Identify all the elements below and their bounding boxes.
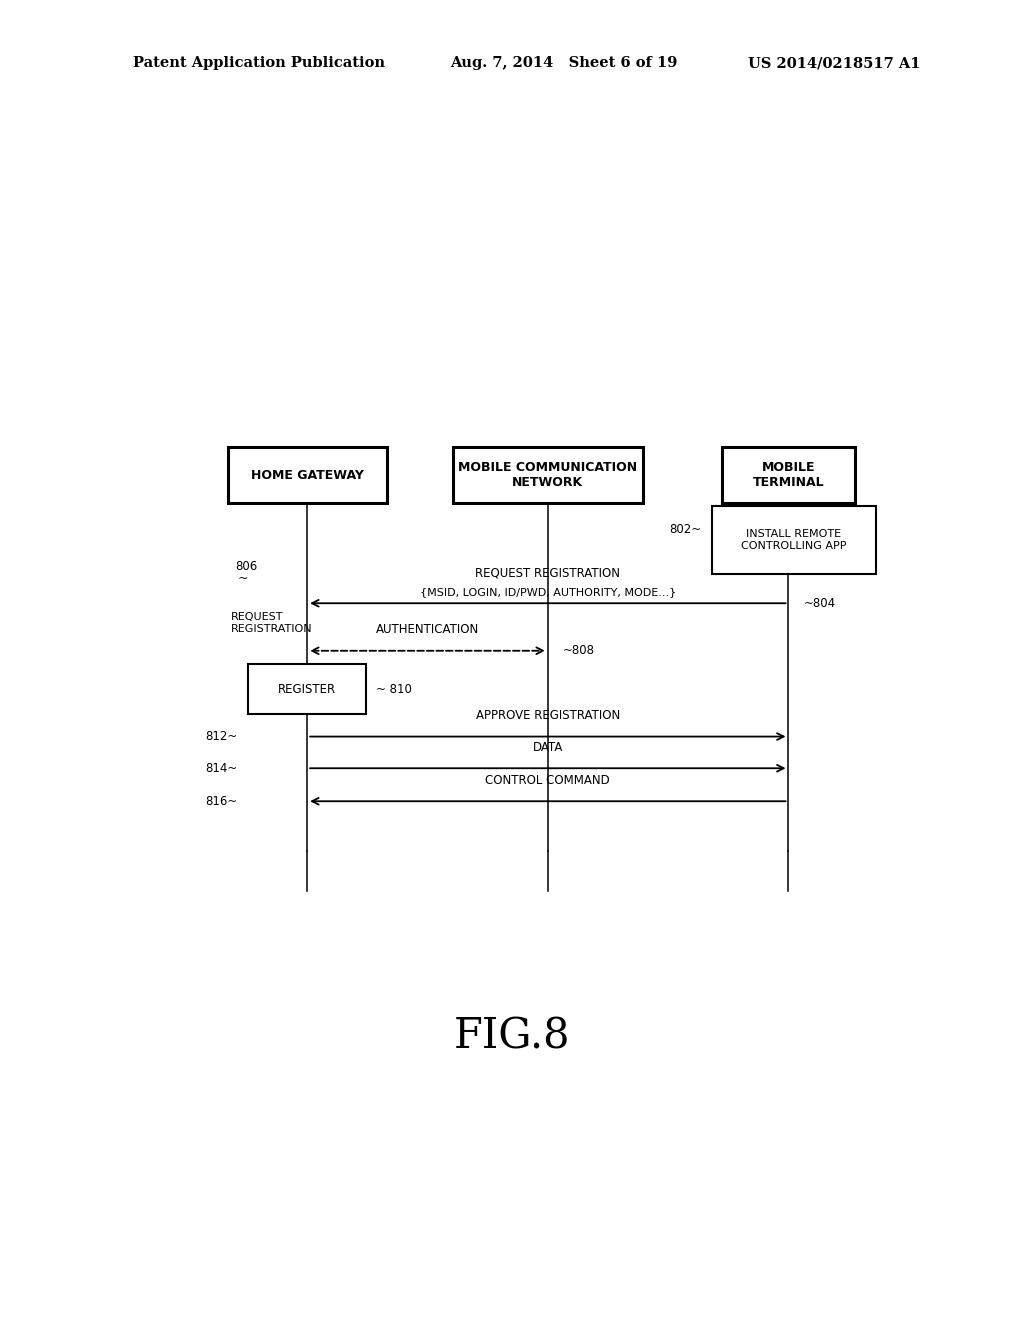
Text: MOBILE COMMUNICATION
NETWORK: MOBILE COMMUNICATION NETWORK	[459, 461, 637, 490]
Text: ~804: ~804	[804, 597, 836, 610]
Text: CONTROL COMMAND: CONTROL COMMAND	[485, 774, 610, 787]
Text: MOBILE
TERMINAL: MOBILE TERMINAL	[753, 461, 824, 490]
FancyBboxPatch shape	[227, 447, 386, 503]
Text: REGISTER: REGISTER	[279, 682, 336, 696]
Text: US 2014/0218517 A1: US 2014/0218517 A1	[748, 57, 920, 70]
Text: DATA: DATA	[532, 741, 563, 754]
FancyBboxPatch shape	[248, 664, 367, 714]
Text: 802~: 802~	[670, 523, 701, 536]
FancyBboxPatch shape	[712, 506, 876, 574]
Text: {MSID, LOGIN, ID/PWD, AUTHORITY, MODE...}: {MSID, LOGIN, ID/PWD, AUTHORITY, MODE...…	[420, 586, 676, 597]
Text: AUTHENTICATION: AUTHENTICATION	[376, 623, 479, 636]
Text: FIG.8: FIG.8	[454, 1015, 570, 1057]
Text: 806: 806	[236, 560, 258, 573]
FancyBboxPatch shape	[453, 447, 643, 503]
Text: HOME GATEWAY: HOME GATEWAY	[251, 469, 364, 482]
Text: 816~: 816~	[206, 795, 238, 808]
Text: ~: ~	[238, 572, 248, 585]
Text: INSTALL REMOTE
CONTROLLING APP: INSTALL REMOTE CONTROLLING APP	[740, 529, 847, 550]
Text: 812~: 812~	[206, 730, 238, 743]
Text: REQUEST REGISTRATION: REQUEST REGISTRATION	[475, 566, 621, 579]
Text: ~808: ~808	[563, 644, 595, 657]
Text: ~ 810: ~ 810	[377, 682, 413, 696]
Text: 814~: 814~	[206, 762, 238, 775]
FancyBboxPatch shape	[722, 447, 855, 503]
Text: APPROVE REGISTRATION: APPROVE REGISTRATION	[476, 709, 620, 722]
Text: REQUEST
REGISTRATION: REQUEST REGISTRATION	[230, 612, 312, 634]
Text: Aug. 7, 2014   Sheet 6 of 19: Aug. 7, 2014 Sheet 6 of 19	[451, 57, 678, 70]
Text: Patent Application Publication: Patent Application Publication	[133, 57, 385, 70]
